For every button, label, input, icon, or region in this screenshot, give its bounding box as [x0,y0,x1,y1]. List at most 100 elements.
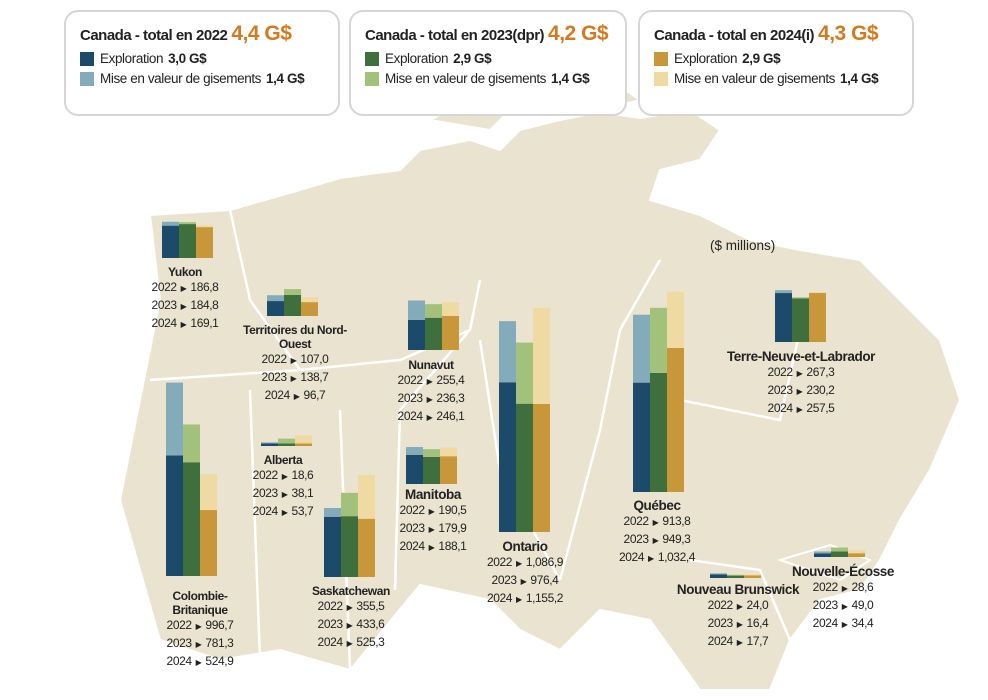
bar-development [196,225,213,228]
bar-development [341,492,358,517]
arrow: ▶ [652,536,659,545]
arrow: ▶ [428,507,435,516]
legend-value: 1,4 G$ [266,71,305,86]
year: 2022 [399,503,426,517]
value-row: 2022 ▶ 996,7 [145,617,255,635]
bar-development [809,292,826,294]
value-label: 38,1 [291,486,314,500]
value-row: 2024 ▶ 1,155,2 [450,590,600,608]
arrow: ▶ [796,369,803,378]
value-row: 2024 ▶ 53,7 [228,503,338,521]
bar-exploration [775,293,792,342]
legend-title-text: Canada - total en 2022 [80,27,228,44]
bar-development [442,302,459,316]
arrow: ▶ [426,395,433,404]
legend-box: Canada - total en 2023(dpr) 4,2 G$ Explora… [349,10,627,116]
bar-exploration [179,224,196,258]
year: 2024 [264,388,291,402]
arrow: ▶ [180,284,187,293]
value-label: 525,3 [356,635,385,649]
year: 2023 [399,521,426,535]
legend-box: Canada - total en 2022 4,4 G$ Exploration 3… [64,10,340,116]
legend-label: Mise en valeur de gisements [100,71,262,86]
legend-label: Exploration [674,51,738,66]
bar-exploration [710,574,727,578]
value-label: 976,4 [530,573,559,587]
bar-exploration [423,456,440,484]
legend-label: Mise en valeur de gisements [385,71,547,86]
province-name: Nunavut [408,358,454,372]
legend-row: Exploration 3,0 G$ [80,51,326,66]
legend-total: 4,3 G$ [818,22,879,45]
bar-exploration [442,315,459,350]
arrow: ▶ [841,602,848,611]
year: 2024 [812,616,839,630]
value-label: 257,5 [806,401,835,415]
arrow: ▶ [520,577,527,586]
legend-swatch [654,51,668,66]
value-label: 190,5 [438,503,467,517]
arrow: ▶ [346,621,353,630]
bar-development [200,474,217,511]
bar-development [301,297,318,303]
bar-exploration [200,510,217,576]
province-name: Yukon [167,265,202,279]
value-row: 2023 ▶ 49,0 [768,597,918,615]
bar-development [267,295,284,302]
value-label: 996,7 [205,618,234,632]
value-label: 96,7 [303,388,326,402]
arrow: ▶ [346,603,353,612]
value-row: 2022 ▶ 267,3 [726,364,876,382]
value-row: 2022 ▶ 107,0 [240,351,350,369]
value-row: 2024 ▶ 17,7 [663,633,813,651]
province-name: Québec [633,498,681,513]
year: 2023 [317,617,344,631]
value-row: 2024 ▶ 1,032,4 [582,549,732,567]
province-label: Manitoba 2022 ▶ 190,5 2023 ▶ 179,9 2024 ▶ 188,1 [358,488,508,556]
province-name: Territoires du Nord-Ouest [243,323,347,351]
arrow: ▶ [290,374,297,383]
bar-development [814,551,831,554]
year: 2023 [252,486,279,500]
arrow: ▶ [841,584,848,593]
year: 2024 [767,401,794,415]
legend-swatch [80,71,94,86]
legend-row: Exploration 2,9 G$ [365,51,613,66]
legend-value: 1,4 G$ [840,71,879,86]
arrow: ▶ [736,602,743,611]
arrow: ▶ [652,518,659,527]
bar-exploration [650,372,667,492]
province-label: Nouvelle-Écosse 2022 ▶ 28,6 2023 ▶ 49,0 2024 ▶ 34… [768,565,918,633]
bar-exploration [499,382,516,532]
year: 2023 [166,636,193,650]
arrow: ▶ [736,638,743,647]
legend-value: 2,9 G$ [453,51,492,66]
arrow: ▶ [180,302,187,311]
value-label: 17,7 [746,634,769,648]
year: 2024 [399,539,426,553]
bar-exploration [284,294,301,316]
bar-development [425,304,442,318]
bar-exploration [324,516,341,577]
bar-development [295,435,312,444]
province-label: Alberta 2022 ▶ 18,6 2023 ▶ 38,1 2024 ▶ 53,7 [228,453,338,521]
legend-label: Mise en valeur de gisements [674,71,836,86]
value-row: 2023 ▶ 184,8 [130,297,240,315]
bar-development [633,314,650,383]
bar-development [710,573,727,575]
legend-total: 4,4 G$ [231,22,292,45]
year: 2024 [151,316,178,330]
year: 2022 [707,598,734,612]
arrow: ▶ [180,320,187,329]
year: 2024 [317,635,344,649]
province-name: Colombie-Britanique [172,589,228,617]
value-row: 2024 ▶ 524,9 [145,653,255,671]
year: 2022 [252,468,279,482]
bar-exploration [267,301,284,316]
legend-row: Mise en valeur de gisements 1,4 G$ [365,71,613,86]
province-label: Ontario 2022 ▶ 1,086,9 2023 ▶ 976,4 2024 ▶ 1,155,… [450,540,600,608]
province-label: Territoires du Nord-Ouest 2022 ▶ 107,0 2023 ▶… [240,323,350,405]
units-label: ($ millions) [710,238,776,253]
bar-exploration [408,319,425,350]
